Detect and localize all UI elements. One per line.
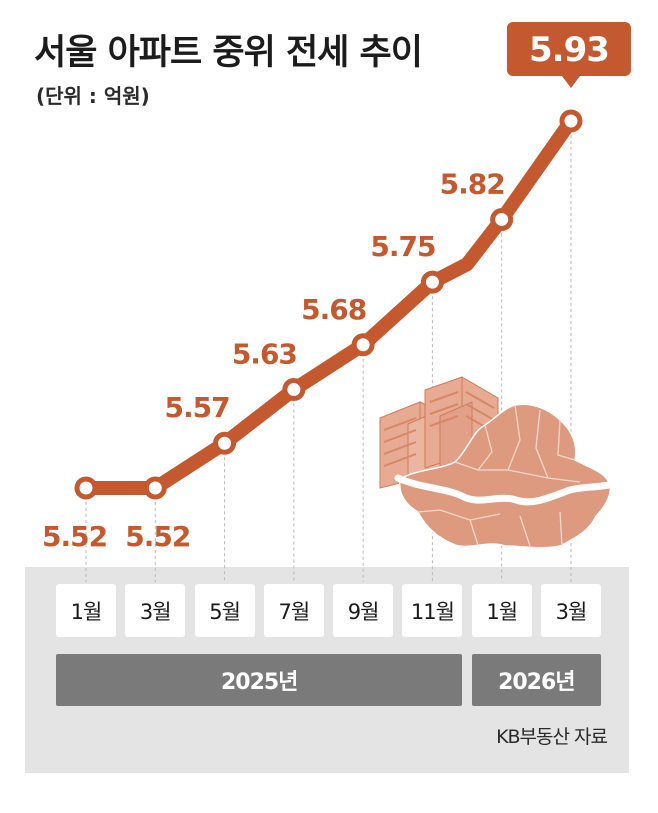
chart-title: 서울 아파트 중위 전세 추이 [34,33,423,73]
value-label-1: 5.52 [125,520,190,553]
month-label-7: 3월 [540,584,601,637]
value-label-3: 5.63 [232,338,297,371]
callout-box [506,22,631,76]
marker-1 [143,476,167,500]
source-note: KB부동산 자료 [496,726,608,748]
marker-8 [559,109,583,133]
value-label-4: 5.68 [301,293,366,326]
month-label-3: 7월 [263,584,324,637]
data-markers [74,109,583,500]
unit-label: (단위 : 억원) [36,84,150,108]
value-label-6: 5.82 [440,167,505,200]
month-label-2: 5월 [194,584,255,637]
month-label-5: 11월 [402,584,463,637]
month-label-0: 1월 [56,584,116,637]
marker-5 [420,270,444,294]
month-label-4: 9월 [333,584,394,637]
value-label-2: 5.57 [165,391,230,424]
month-label-1: 3월 [125,584,186,637]
callout-value: 5.93 [529,30,609,70]
marker-3 [282,378,306,402]
value-label-5: 5.75 [370,230,435,263]
seoul-illustration [379,376,616,549]
year-label-0: 2025년 [56,654,463,706]
seoul-map-icon [394,403,616,549]
value-label-0: 5.52 [42,520,107,553]
apartment-buildings-icon [379,376,499,489]
marker-2 [213,431,237,455]
marker-4 [351,333,375,357]
year-label-1: 2026년 [471,654,601,706]
month-label-6: 1월 [471,584,532,637]
marker-7 [490,207,514,231]
callout-pointer [561,76,580,88]
highlight-callout: 5.93 [506,22,631,88]
value-labels: 5.52 5.52 5.575.635.685.755.82 [42,167,506,553]
marker-0 [74,476,98,500]
